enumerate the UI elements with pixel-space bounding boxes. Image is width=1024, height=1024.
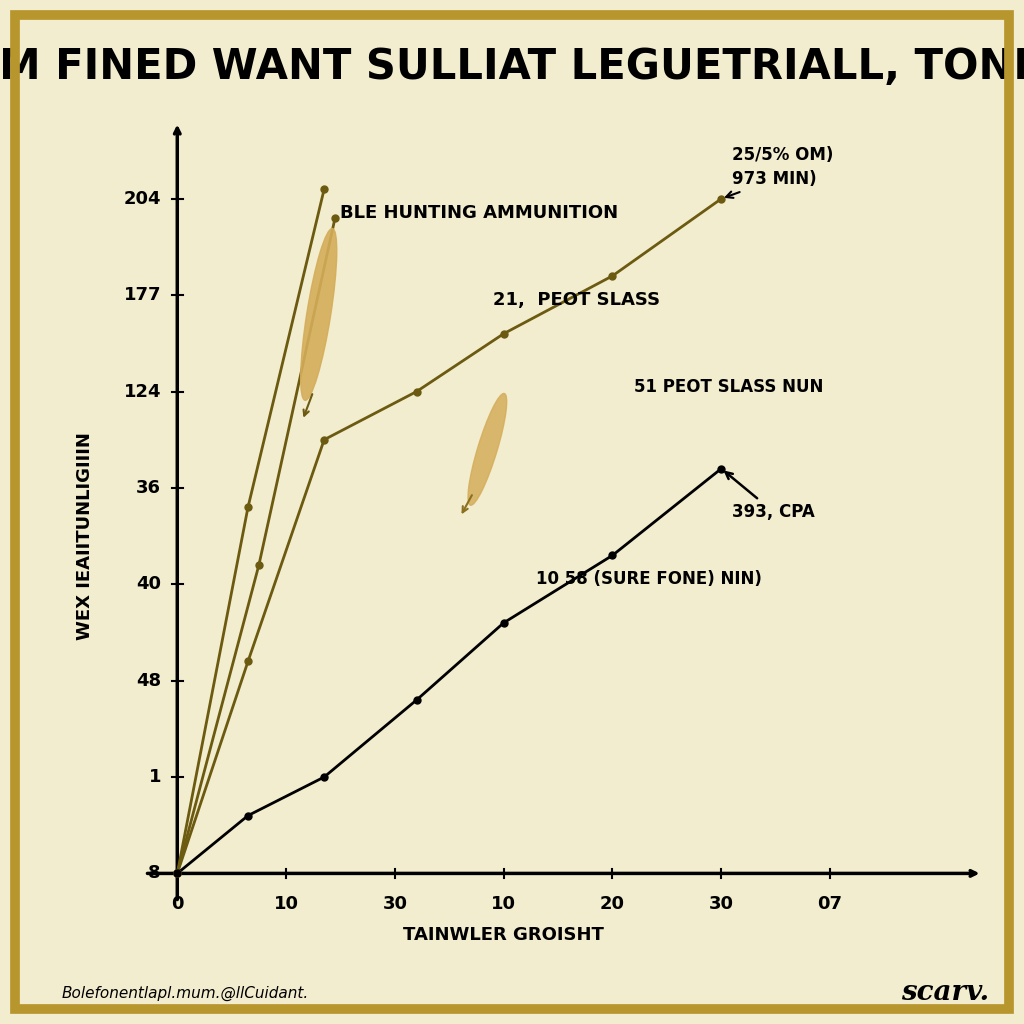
Text: scarv.: scarv.: [901, 979, 989, 1006]
Text: 10: 10: [492, 895, 516, 912]
Text: TAINWLER GROISHT: TAINWLER GROISHT: [403, 927, 604, 944]
Ellipse shape: [468, 393, 507, 505]
Text: 1: 1: [148, 768, 161, 786]
Text: 8: 8: [148, 864, 161, 883]
Text: 204: 204: [124, 189, 161, 208]
Text: 973 MIN): 973 MIN): [726, 170, 817, 198]
Text: 124: 124: [124, 383, 161, 400]
Text: 10: 10: [273, 895, 299, 912]
Text: WEX IEAIITUNLIGIIIN: WEX IEAIITUNLIGIIIN: [76, 432, 94, 640]
Text: 30: 30: [709, 895, 734, 912]
Ellipse shape: [301, 228, 337, 400]
Text: 0: 0: [171, 895, 183, 912]
Text: 48: 48: [136, 672, 161, 689]
Text: 07: 07: [817, 895, 843, 912]
Text: 25/5% OM): 25/5% OM): [732, 146, 834, 164]
Text: 10 58 (SURE FONE) NIN): 10 58 (SURE FONE) NIN): [537, 570, 762, 588]
Text: 30: 30: [382, 895, 408, 912]
Text: WHY IM FINED WANT SULLIAT LEGUETRIALL, TONHTACY: WHY IM FINED WANT SULLIAT LEGUETRIALL, T…: [0, 46, 1024, 88]
Text: Bolefonentlapl.mum.@llCuidant.: Bolefonentlapl.mum.@llCuidant.: [61, 986, 308, 1001]
Text: 40: 40: [136, 575, 161, 593]
Text: BLE HUNTING AMMUNITION: BLE HUNTING AMMUNITION: [340, 204, 618, 222]
Text: 177: 177: [124, 286, 161, 304]
Text: 51 PEOT SLASS NUN: 51 PEOT SLASS NUN: [634, 378, 823, 395]
Text: 20: 20: [600, 895, 625, 912]
Text: 393, CPA: 393, CPA: [726, 472, 815, 521]
Text: 21,  PEOT SLASS: 21, PEOT SLASS: [493, 291, 659, 309]
Text: 36: 36: [136, 479, 161, 497]
